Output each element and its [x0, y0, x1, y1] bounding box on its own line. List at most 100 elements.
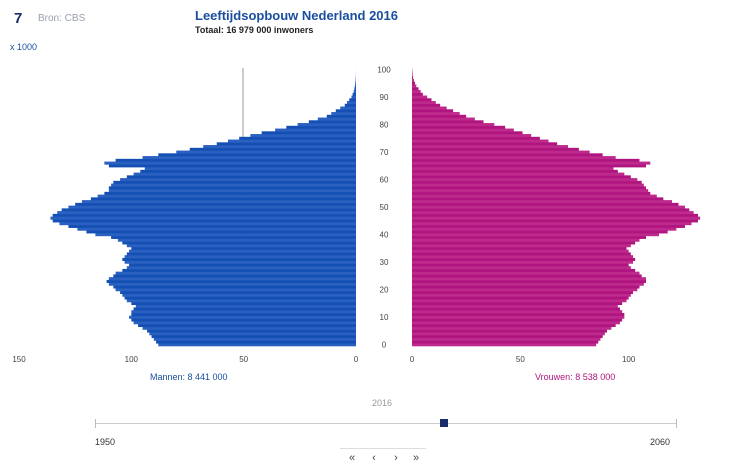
female-bar	[412, 76, 414, 80]
male-bar	[133, 172, 356, 176]
slider-handle[interactable]	[440, 419, 449, 427]
male-bar	[104, 191, 356, 195]
female-bar	[412, 343, 597, 347]
female-bar	[412, 81, 416, 85]
female-bar	[412, 120, 484, 124]
male-bar	[77, 227, 356, 231]
male-bar	[131, 310, 356, 314]
male-bar	[111, 183, 356, 187]
female-bar	[412, 205, 685, 209]
female-bar	[412, 288, 638, 292]
female-bar	[412, 219, 698, 223]
female-bar	[412, 334, 603, 339]
female-bar	[412, 84, 417, 88]
male-bar	[61, 208, 356, 212]
female-bar	[412, 186, 646, 190]
female-bar	[412, 340, 599, 344]
last-icon[interactable]: »	[412, 452, 420, 464]
age-tick-label: 10	[380, 313, 389, 322]
male-bar	[108, 164, 356, 168]
female-bar	[412, 194, 657, 198]
male-bar	[124, 260, 357, 264]
male-bar	[129, 263, 356, 267]
logo: 7	[14, 10, 23, 27]
female-bar	[412, 139, 549, 143]
male-bar	[120, 178, 356, 182]
female-bar	[412, 156, 616, 160]
prev-icon[interactable]: ‹	[372, 452, 376, 464]
male-bar	[216, 142, 356, 146]
age-axis: 0 10 20 30 40 50 60 70 80 90 100	[377, 65, 391, 349]
male-bar	[108, 186, 356, 190]
male-bar	[326, 114, 356, 118]
male-bar	[126, 252, 356, 256]
male-bar	[126, 299, 356, 303]
male-bar	[158, 343, 356, 347]
male-bar	[52, 219, 356, 223]
male-axis-tick-label: 100	[125, 355, 139, 364]
female-bar	[412, 307, 620, 311]
female-bar	[412, 301, 623, 306]
female-bar	[412, 117, 475, 121]
first-icon[interactable]: «	[348, 452, 356, 464]
male-bar	[59, 222, 356, 226]
female-bar	[412, 98, 432, 102]
male-bar	[120, 290, 356, 295]
female-bar	[412, 290, 633, 295]
female-bar	[412, 178, 638, 182]
male-bar	[138, 323, 356, 328]
male-bar	[352, 92, 356, 96]
male-bar	[117, 238, 356, 242]
age-tick-label: 0	[382, 341, 387, 350]
male-bar	[115, 271, 357, 275]
female-bar	[412, 249, 629, 253]
female-bar	[412, 230, 668, 234]
male-bar	[86, 230, 357, 234]
female-bar	[412, 191, 651, 195]
male-bar	[344, 103, 356, 107]
female-bars	[412, 68, 701, 347]
slider-start-tick	[95, 419, 96, 428]
male-bar	[354, 87, 356, 91]
male-bar	[347, 101, 356, 105]
male-bar	[156, 340, 356, 344]
male-bar	[149, 332, 356, 336]
male-bar	[124, 255, 357, 259]
female-bar	[412, 216, 701, 220]
playback-controls: « ‹ › »	[340, 448, 426, 467]
male-bar	[131, 246, 356, 250]
next-icon[interactable]: ›	[394, 452, 398, 464]
male-bar	[68, 224, 356, 228]
female-axis-tick-label: 100	[622, 355, 636, 364]
age-tick-label: 20	[380, 286, 389, 295]
female-bar	[412, 260, 633, 264]
slider-track[interactable]	[95, 423, 677, 424]
male-bar	[135, 304, 356, 308]
male-bar	[158, 153, 356, 157]
year-slider[interactable]	[95, 416, 677, 432]
male-bar	[115, 288, 357, 292]
male-bar	[124, 296, 357, 300]
female-bar	[412, 112, 460, 116]
male-bar	[297, 123, 356, 127]
female-bar	[412, 257, 636, 261]
male-bar	[133, 321, 356, 325]
male-bar	[129, 315, 356, 319]
female-bar	[412, 246, 627, 250]
current-year-label: 2016	[372, 398, 393, 408]
female-bar	[412, 233, 659, 237]
female-bar	[412, 315, 625, 319]
age-tick-label: 50	[380, 203, 389, 212]
male-bar	[113, 180, 356, 184]
female-bar	[412, 134, 532, 138]
male-bar	[250, 134, 356, 138]
female-bar	[412, 263, 629, 267]
female-bar	[412, 169, 618, 173]
female-bar	[412, 106, 447, 110]
male-bar	[50, 216, 356, 220]
male-bar	[239, 136, 356, 140]
female-bar	[412, 128, 514, 132]
female-axis-tick-label: 50	[516, 355, 525, 364]
male-bar	[90, 197, 356, 201]
female-bar	[412, 180, 642, 184]
